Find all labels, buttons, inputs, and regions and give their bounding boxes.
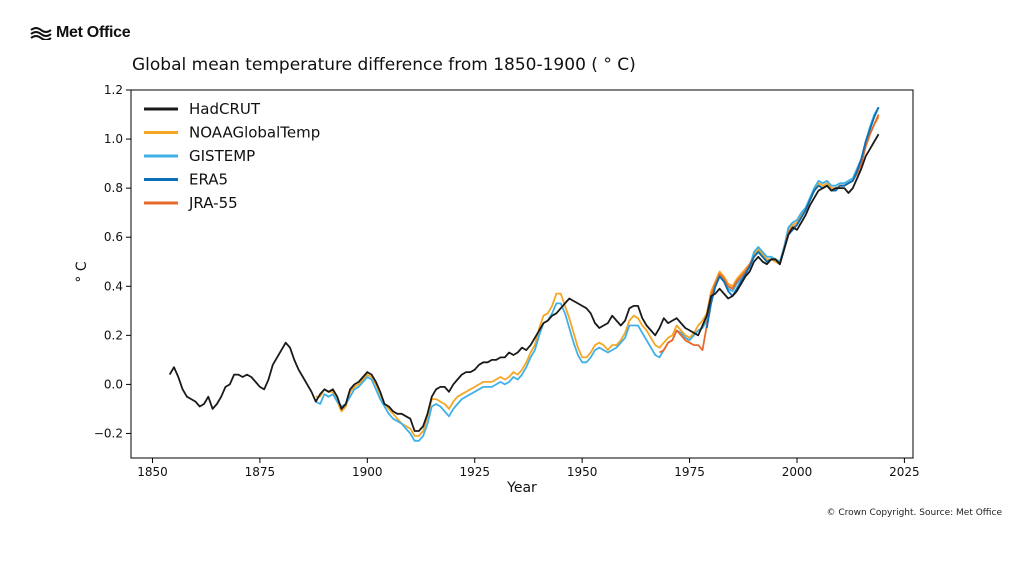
x-tick-label: 1875 bbox=[245, 465, 276, 479]
x-tick-label: 1850 bbox=[137, 465, 168, 479]
copyright-notice: © Crown Copyright. Source: Met Office bbox=[826, 508, 1002, 518]
x-tick-label: 1900 bbox=[352, 465, 383, 479]
series-line-jra-55 bbox=[659, 114, 880, 354]
y-tick-label: 0.0 bbox=[104, 377, 123, 391]
chart-title: Global mean temperature difference from … bbox=[132, 55, 636, 75]
series-line-gistemp bbox=[315, 106, 880, 442]
y-tick-label: 0.8 bbox=[104, 181, 123, 195]
y-tick-label: 1.2 bbox=[104, 83, 123, 97]
met-office-wave-icon bbox=[30, 27, 52, 40]
series-line-hadcrut bbox=[168, 133, 880, 432]
y-axis-label: ° C bbox=[74, 261, 90, 282]
legend-label-jra-55: JRA-55 bbox=[188, 194, 238, 212]
y-tick-label: 0.6 bbox=[104, 230, 123, 244]
x-tick-label: 1950 bbox=[567, 465, 598, 479]
logo-text: Met Office bbox=[56, 24, 131, 41]
y-tick-label: 1.0 bbox=[104, 132, 123, 146]
y-tick-label: 0.4 bbox=[104, 279, 123, 293]
x-tick-label: 2000 bbox=[782, 465, 813, 479]
x-tick-label: 2025 bbox=[889, 465, 920, 479]
legend-label-gistemp: GISTEMP bbox=[189, 147, 255, 165]
plot-frame bbox=[130, 89, 914, 459]
met-office-logo: Met Office bbox=[30, 24, 131, 42]
legend-label-era5: ERA5 bbox=[189, 171, 228, 189]
series-line-era5 bbox=[705, 106, 880, 329]
legend-label-noaaglobaltemp: NOAAGlobalTemp bbox=[189, 124, 320, 142]
legend-label-hadcrut: HadCRUT bbox=[189, 100, 261, 118]
x-tick-label: 1925 bbox=[459, 465, 490, 479]
x-tick-label: 1975 bbox=[674, 465, 705, 479]
series-line-noaaglobaltemp bbox=[315, 116, 880, 437]
y-tick-label: 0.2 bbox=[104, 328, 123, 342]
y-tick-label: −0.2 bbox=[94, 426, 123, 440]
x-axis-label: Year bbox=[506, 480, 537, 496]
